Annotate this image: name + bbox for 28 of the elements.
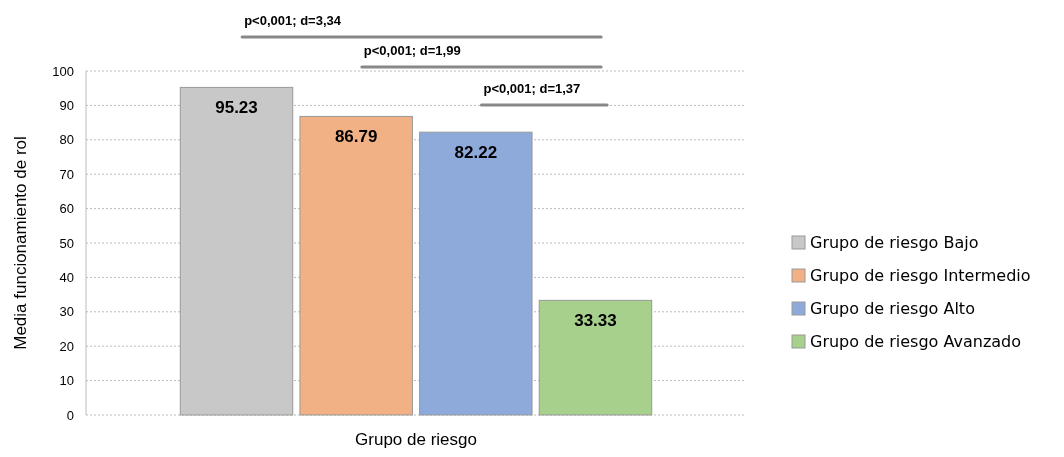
y-tick-label: 30 — [59, 304, 74, 320]
y-tick-label: 60 — [59, 201, 74, 217]
data-label: 33.33 — [574, 311, 617, 331]
annotation: p<0,001; d=1,37 — [483, 81, 581, 96]
text: p<0,001; d=3,34 — [244, 13, 342, 28]
y-tick-label: 50 — [59, 235, 74, 251]
y-tick-label: 90 — [59, 97, 74, 113]
data-label: 95.23 — [215, 98, 258, 118]
legend-label: Grupo de riesgo Intermedio — [810, 265, 1031, 285]
x-axis-title: Grupo de riesgo — [355, 430, 477, 449]
y-tick-label: 80 — [59, 132, 74, 148]
y-tick-label: 10 — [59, 373, 74, 389]
bar — [179, 86, 294, 416]
y-tick-label: 0 — [66, 407, 74, 423]
legend-label: Grupo de riesgo Bajo — [810, 232, 979, 252]
y-tick-label: 70 — [59, 166, 74, 182]
y-tick-label: 100 — [52, 63, 74, 79]
bar — [419, 131, 533, 416]
y-tick-label: 20 — [59, 338, 74, 354]
legend-label: Grupo de riesgo Avanzado — [810, 331, 1022, 351]
legend-label: Grupo de riesgo Alto — [810, 298, 975, 318]
text: p<0,001; d=1,99 — [363, 43, 461, 58]
bar — [538, 299, 653, 416]
bar — [299, 115, 413, 416]
y-axis-title: Media funcionamiento de rol — [11, 136, 30, 350]
data-label: 82.22 — [454, 143, 498, 163]
data-label: 86.79 — [334, 127, 378, 147]
y-tick-label: 40 — [59, 269, 74, 285]
